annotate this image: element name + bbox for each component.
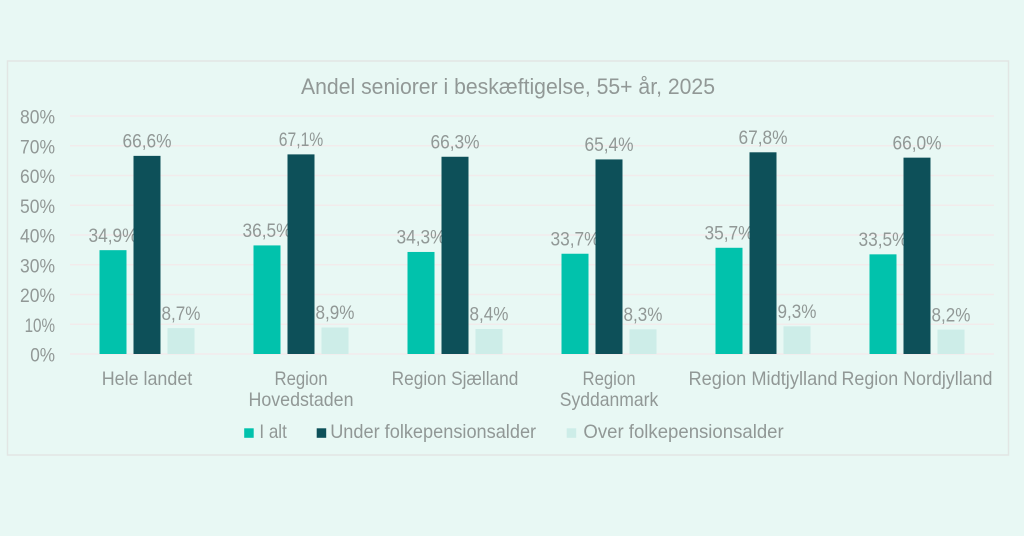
svg-text:30%: 30% bbox=[20, 255, 55, 277]
svg-text:Hovedstaden: Hovedstaden bbox=[249, 389, 354, 411]
svg-text:Under folkepensionsalder: Under folkepensionsalder bbox=[330, 421, 536, 443]
svg-text:Region: Region bbox=[583, 368, 636, 390]
svg-text:66,3%: 66,3% bbox=[430, 131, 479, 153]
svg-text:67,8%: 67,8% bbox=[738, 127, 787, 149]
svg-text:50%: 50% bbox=[20, 196, 55, 218]
svg-text:8,4%: 8,4% bbox=[470, 304, 509, 326]
svg-text:8,9%: 8,9% bbox=[316, 302, 355, 324]
svg-text:8,3%: 8,3% bbox=[624, 304, 663, 326]
svg-text:33,5%: 33,5% bbox=[858, 229, 907, 251]
svg-text:67,1%: 67,1% bbox=[279, 129, 324, 151]
svg-text:Andel seniorer i beskæftigelse: Andel seniorer i beskæftigelse, 55+ år, … bbox=[301, 74, 715, 99]
svg-text:I alt: I alt bbox=[259, 421, 287, 443]
svg-text:Syddanmark: Syddanmark bbox=[560, 389, 659, 411]
svg-text:0%: 0% bbox=[30, 345, 55, 367]
svg-text:34,9%: 34,9% bbox=[88, 225, 137, 247]
svg-text:8,2%: 8,2% bbox=[932, 304, 971, 326]
svg-text:66,6%: 66,6% bbox=[122, 131, 171, 153]
svg-text:40%: 40% bbox=[20, 226, 55, 248]
svg-text:Over folkepensionsalder: Over folkepensionsalder bbox=[583, 421, 784, 443]
svg-text:10%: 10% bbox=[25, 315, 55, 337]
svg-text:33,7%: 33,7% bbox=[550, 228, 599, 250]
svg-text:9,3%: 9,3% bbox=[778, 301, 817, 323]
svg-text:80%: 80% bbox=[20, 107, 55, 129]
svg-text:Hele landet: Hele landet bbox=[102, 368, 193, 390]
svg-text:70%: 70% bbox=[20, 136, 55, 158]
svg-text:65,4%: 65,4% bbox=[584, 134, 633, 156]
svg-text:Region Sjælland: Region Sjælland bbox=[392, 368, 519, 390]
svg-text:66,0%: 66,0% bbox=[892, 132, 941, 154]
svg-text:20%: 20% bbox=[20, 285, 55, 307]
svg-text:34,3%: 34,3% bbox=[396, 227, 445, 249]
svg-text:35,7%: 35,7% bbox=[704, 222, 753, 244]
svg-text:8,7%: 8,7% bbox=[162, 303, 201, 325]
svg-text:Region: Region bbox=[275, 368, 328, 390]
svg-text:60%: 60% bbox=[20, 166, 55, 188]
svg-text:36,5%: 36,5% bbox=[242, 220, 291, 242]
svg-text:Region Nordjylland: Region Nordjylland bbox=[842, 368, 993, 390]
svg-text:Region Midtjylland: Region Midtjylland bbox=[689, 368, 838, 390]
